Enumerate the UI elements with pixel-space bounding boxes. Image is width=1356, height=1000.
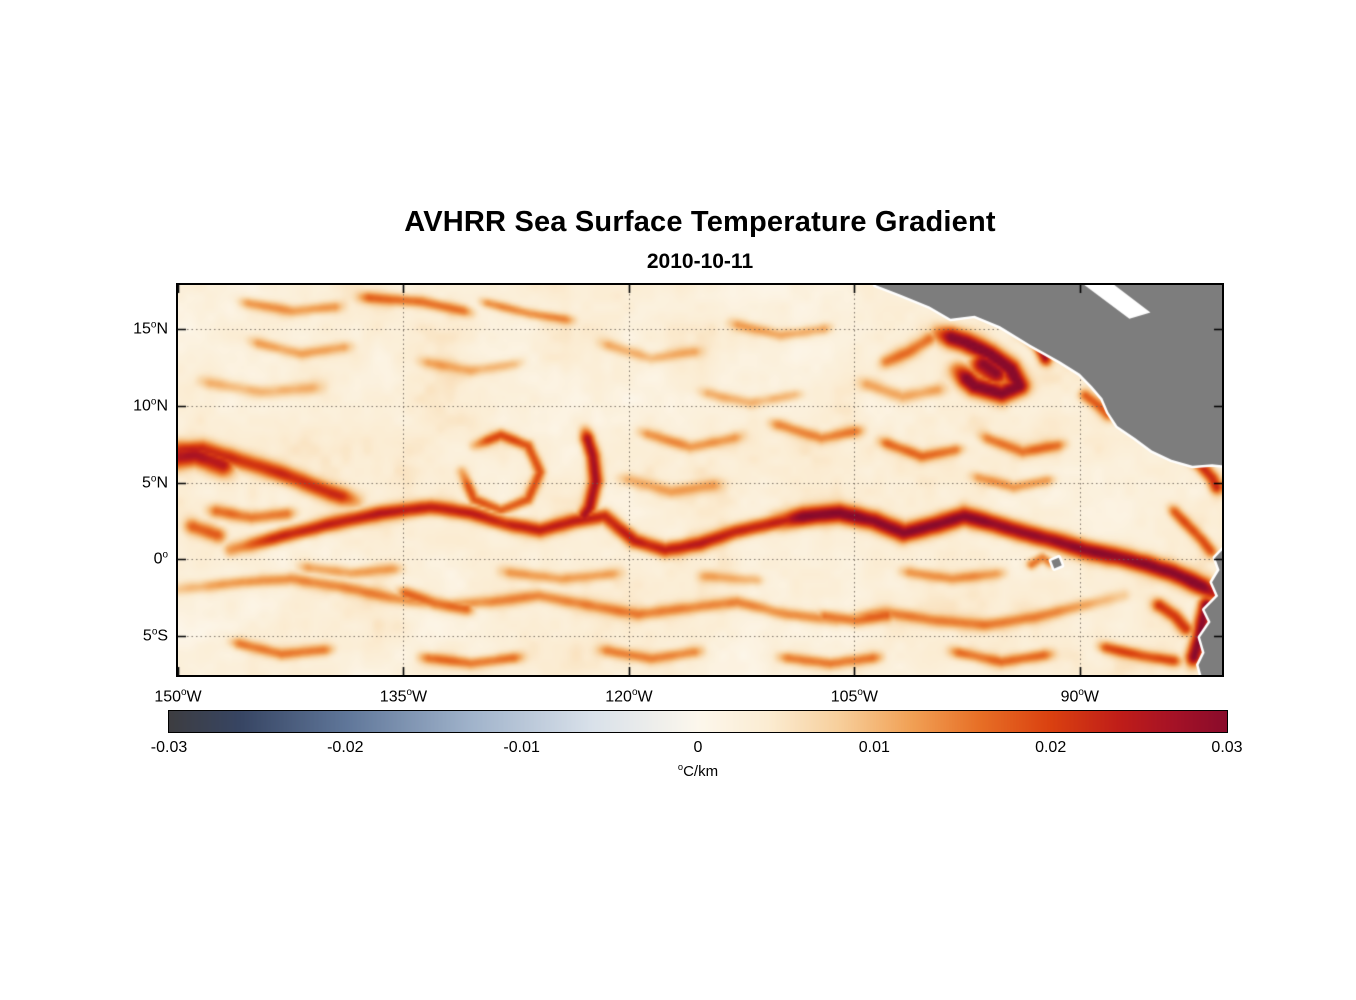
y-tick-label-0: 0o <box>153 549 168 568</box>
map-plot <box>176 283 1224 677</box>
y-tick-label-15N: 15oN <box>133 319 168 339</box>
x-tick-label-135W: 135oW <box>379 687 428 706</box>
y-tick-label-5S: 5oS <box>142 626 168 645</box>
colorbar-unit-label: oC/km <box>169 762 1227 780</box>
x-tick-label-90W: 90oW <box>1060 687 1100 706</box>
colorbar-tick-label--0.03: -0.03 <box>150 739 188 756</box>
degree-symbol: o <box>677 762 684 772</box>
x-tick-label-150W: 150oW <box>154 687 202 706</box>
colorbar-tick-label-0.02: 0.02 <box>1035 739 1067 756</box>
colorbar-tick-label-0: 0 <box>693 739 703 756</box>
figure-title: AVHRR Sea Surface Temperature Gradient <box>404 206 996 238</box>
x-tick-label-120W: 120oW <box>605 687 653 706</box>
unit-text: C/km <box>683 763 719 780</box>
x-tick-label-105W: 105oW <box>830 687 879 706</box>
figure-date: 2010-10-11 <box>646 250 754 273</box>
colorbar-canvas <box>169 711 1227 732</box>
y-tick-label-10N: 10oN <box>133 396 168 415</box>
colorbar-tick-label--0.02: -0.02 <box>327 739 364 756</box>
colorbar-tick-label-0.03: 0.03 <box>1211 739 1243 756</box>
colorbar-tick-label-0.01: 0.01 <box>858 739 890 756</box>
map-canvas <box>178 285 1222 675</box>
colorbar-tick-label--0.01: -0.01 <box>503 739 540 756</box>
y-tick-label-5N: 5oN <box>142 472 168 492</box>
colorbar <box>168 710 1228 733</box>
